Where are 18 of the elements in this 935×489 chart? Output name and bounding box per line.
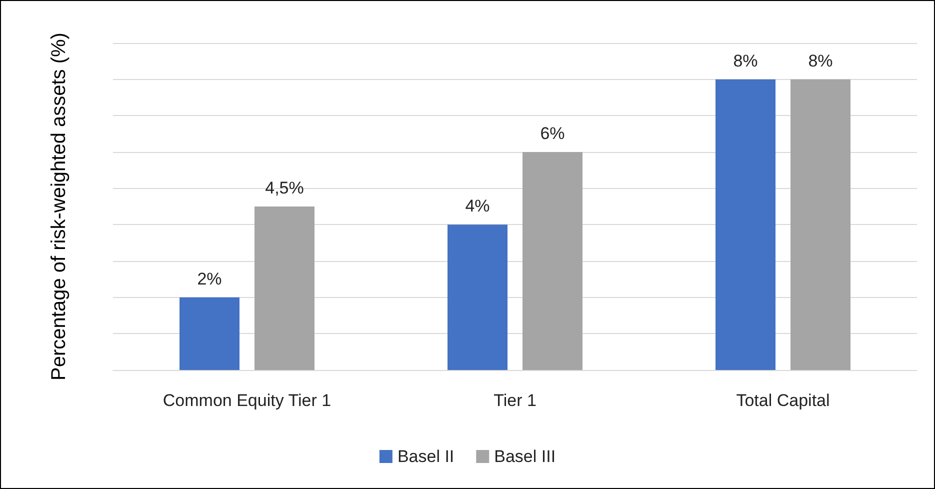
bar — [180, 297, 240, 370]
data-label: 2% — [197, 269, 222, 288]
bar — [254, 206, 314, 370]
x-tick-label: Tier 1 — [494, 391, 536, 410]
data-label: 8% — [808, 51, 833, 70]
data-label: 4,5% — [265, 178, 304, 198]
data-label: 6% — [540, 124, 565, 143]
bar — [448, 224, 508, 370]
legend-label: Basel II — [397, 447, 454, 466]
legend-label: Basel III — [494, 447, 556, 466]
x-tick-label: Common Equity Tier 1 — [162, 391, 332, 410]
data-label: 4% — [465, 196, 490, 216]
bar — [522, 152, 582, 370]
x-tick-label: Total Capital — [736, 391, 830, 410]
bar — [716, 79, 776, 370]
data-label: 8% — [733, 51, 758, 70]
bar — [790, 79, 850, 370]
y-axis-title: Percentage of risk-weighted assets (%) — [48, 32, 70, 380]
